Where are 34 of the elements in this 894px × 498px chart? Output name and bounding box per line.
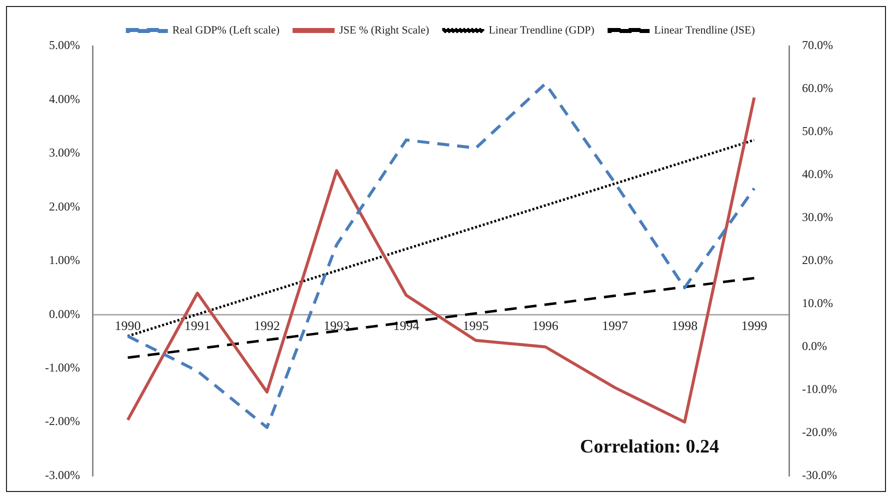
x-tick-label: 1998 [672,318,698,333]
x-tick-label: 1990 [114,318,141,333]
y2-tick-label: 70.0% [802,38,834,52]
x-tick-label: 1997 [602,318,629,333]
y-tick-label: 4.00% [48,92,80,106]
x-tick-label: 1993 [324,318,350,333]
x-tick-label: 1992 [254,318,280,333]
x-tick-label: 1999 [741,318,768,333]
legend-label: JSE % (Right Scale) [339,24,430,36]
y-tick-label: -2.00% [44,414,80,428]
y2-tick-label: -20.0% [802,424,838,439]
y2-tick-label: 10.0% [802,296,834,310]
legend-label: Linear Trendline (GDP) [488,24,595,36]
y2-tick-label: -30.0% [802,468,838,482]
x-tick-label: 1991 [184,318,210,333]
y-tick-label: 5.00% [48,38,80,52]
legend-label: Real GDP% (Left scale) [172,24,280,36]
y2-tick-label: -10.0% [802,382,838,396]
y2-tick-label: 40.0% [802,167,834,182]
y2-tick-label: 50.0% [802,124,834,138]
y-tick-label: -3.00% [44,468,80,482]
y2-tick-label: 30.0% [802,210,834,224]
y-tick-label: 0.00% [48,306,80,321]
y2-tick-label: 0.0% [802,339,828,354]
y-tick-label: 2.00% [48,199,80,214]
legend-label: Linear Trendline (JSE) [654,24,756,36]
y2-tick-label: 60.0% [802,81,834,96]
y-tick-label: -1.00% [44,360,80,375]
annotation: Correlation: 0.24 [580,436,720,458]
y2-tick-label: 20.0% [802,253,834,268]
x-tick-label: 1996 [532,318,559,333]
y-tick-label: 1.00% [48,253,80,268]
y-tick-label: 3.00% [48,146,80,160]
x-tick-label: 1995 [462,318,489,333]
